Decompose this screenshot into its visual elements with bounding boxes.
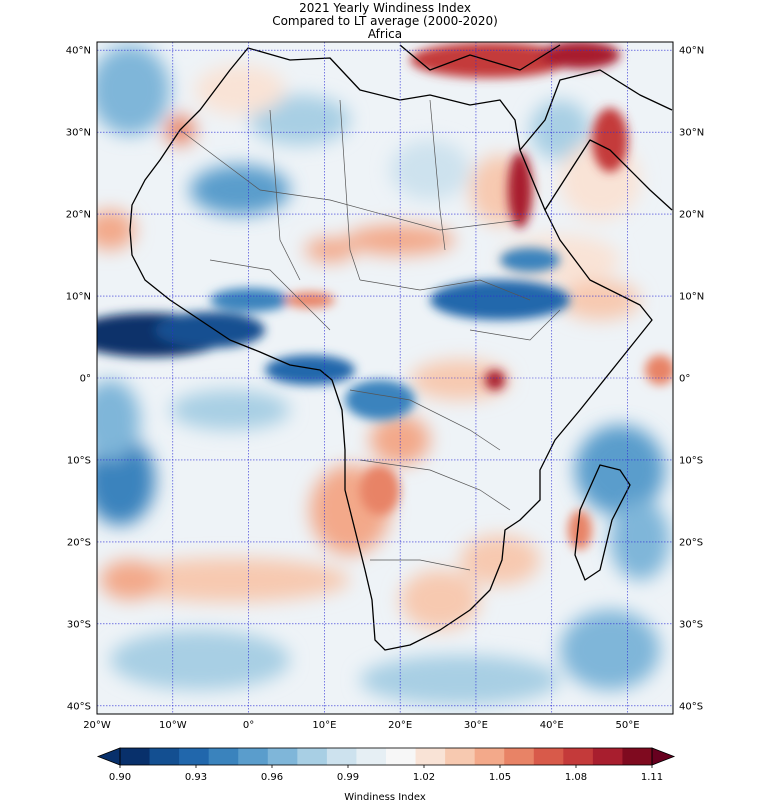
lat-tick-label-left: 0° <box>80 374 91 385</box>
lat-tick-label-left: 20°N <box>66 210 91 221</box>
lon-tick-label: 30°E <box>464 720 488 731</box>
lat-tick-label-right: 30°N <box>679 128 704 139</box>
colorbar-tick-label: 1.11 <box>641 772 663 783</box>
colorbar-tick-label: 1.08 <box>565 772 587 783</box>
colorbar-tick-label: 1.05 <box>489 772 511 783</box>
country-borders <box>179 99 561 571</box>
map-region-label: Africa <box>367 27 403 41</box>
colorbar-swatch <box>533 748 564 765</box>
colorbar-swatch <box>208 748 239 765</box>
lat-tick-label-right: 20°S <box>679 537 703 548</box>
lat-tick-label-right: 10°N <box>679 292 704 303</box>
lon-tick-label: 20°E <box>388 720 412 731</box>
lon-tick-label: 50°E <box>616 720 640 731</box>
lon-tick-label: 20°W <box>83 720 111 731</box>
colorbar-swatch <box>415 748 446 765</box>
colorbar-tick-label: 0.99 <box>337 772 359 783</box>
lat-tick-label-right: 30°S <box>679 619 703 630</box>
map-frame <box>96 41 674 715</box>
lon-tick-label: 40°E <box>540 720 564 731</box>
colorbar-tick-label: 0.90 <box>109 772 131 783</box>
windiness-field <box>97 42 673 714</box>
colorbar-swatch <box>474 748 505 765</box>
colorbar-swatch <box>592 748 623 765</box>
colorbar-swatch <box>149 748 180 765</box>
colorbar-swatch <box>120 748 151 765</box>
lat-tick-label-right: 40°N <box>679 46 704 57</box>
lat-tick-label-left: 10°S <box>67 455 91 466</box>
colorbar-swatch <box>179 748 210 765</box>
colorbar-extend-high <box>651 747 676 766</box>
graticule <box>97 42 673 714</box>
map-title: 2021 Yearly Windiness Index <box>299 1 471 15</box>
colorbar-tick-label: 0.96 <box>261 772 283 783</box>
lon-tick-label: 10°E <box>312 720 336 731</box>
lon-tick-label: 10°W <box>159 720 187 731</box>
lat-tick-label-left: 40°S <box>67 701 91 712</box>
lat-tick-label-right: 10°S <box>679 455 703 466</box>
colorbar-label: Windiness Index <box>344 792 426 803</box>
lat-tick-label-right: 0° <box>679 374 690 385</box>
colorbar-swatch <box>297 748 328 765</box>
colorbar-swatch <box>504 748 535 765</box>
colorbar-swatch <box>445 748 476 765</box>
colorbar-swatch <box>622 748 653 765</box>
lat-tick-label-right: 20°N <box>679 210 704 221</box>
colorbar-swatch <box>238 748 269 765</box>
colorbar-tick-label: 0.93 <box>185 772 207 783</box>
lat-tick-label-left: 30°S <box>67 619 91 630</box>
colorbar: 0.90 0.93 0.96 0.99 1.02 1.05 1.08 1.11 <box>96 747 676 783</box>
lat-tick-label-left: 10°N <box>66 292 91 303</box>
lon-tick-label: 0° <box>243 720 254 731</box>
colorbar-tick-label: 1.02 <box>413 772 435 783</box>
colorbar-swatch <box>267 748 298 765</box>
colorbar-extend-low <box>96 747 121 766</box>
colorbar-swatch <box>563 748 594 765</box>
axis-labels: 40°N 40°N 30°N 30°N 20°N 20°N 10°N 10°N 0° 0° 10°S… <box>66 46 704 731</box>
lat-tick-label-left: 20°S <box>67 537 91 548</box>
map-subtitle: Compared to LT average (2000-2020) <box>272 14 498 28</box>
colorbar-swatch <box>386 748 417 765</box>
lat-tick-label-left: 40°N <box>66 46 91 57</box>
colorbar-swatch <box>326 748 357 765</box>
lat-tick-label-left: 30°N <box>66 128 91 139</box>
coastline <box>129 44 673 651</box>
colorbar-outline <box>119 747 653 766</box>
colorbar-swatch <box>356 748 387 765</box>
lat-tick-label-right: 40°S <box>679 701 703 712</box>
